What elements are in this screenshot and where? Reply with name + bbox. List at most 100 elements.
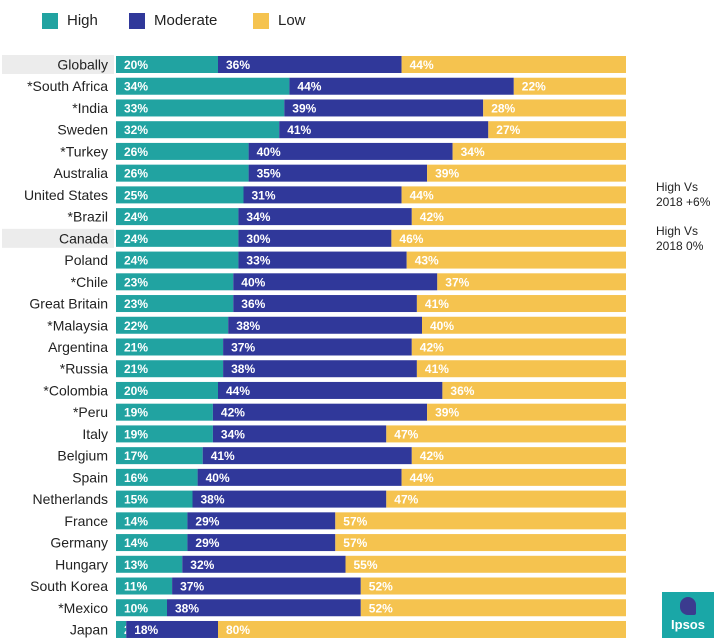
- data-label-moderate-netherlands: 38%: [201, 493, 225, 507]
- data-label-moderate-south-korea: 37%: [180, 580, 204, 594]
- category-label-malaysia: *Malaysia: [47, 317, 108, 333]
- data-label-high-france: 14%: [124, 514, 148, 528]
- bar-low-russia: [416, 360, 626, 378]
- bar-high-india: [116, 99, 285, 117]
- bar-high-france: [116, 512, 188, 530]
- bar-high-netherlands: [116, 490, 193, 508]
- data-label-low-netherlands: 47%: [394, 493, 418, 507]
- bar-high-malaysia: [116, 316, 229, 334]
- data-label-moderate-colombia: 44%: [226, 384, 250, 398]
- bar-moderate-mexico: [167, 599, 361, 617]
- category-label-russia: *Russia: [60, 361, 108, 377]
- bar-moderate-peru: [212, 403, 428, 421]
- bar-high-south-africa: [116, 77, 290, 95]
- data-label-low-turkey: 34%: [461, 145, 485, 159]
- data-label-low-globally: 44%: [410, 58, 434, 72]
- data-label-low-sweden: 27%: [496, 123, 520, 137]
- data-label-high-colombia: 20%: [124, 384, 148, 398]
- legend-label-moderate: Moderate: [154, 12, 218, 29]
- data-label-high-australia: 26%: [124, 167, 148, 181]
- data-label-low-japan: 80%: [226, 623, 250, 637]
- bar-moderate-south-africa: [289, 77, 514, 95]
- bar-low-poland: [406, 251, 626, 269]
- bar-low-chile: [437, 273, 626, 291]
- data-label-high-sweden: 32%: [124, 123, 148, 137]
- bar-low-spain: [401, 468, 626, 486]
- data-label-low-russia: 41%: [425, 362, 449, 376]
- bar-moderate-russia: [223, 360, 417, 378]
- bar-high-mexico: [116, 599, 167, 617]
- bar-high-japan: [116, 620, 127, 638]
- bar-low-malaysia: [422, 316, 626, 334]
- category-label-peru: *Peru: [73, 404, 108, 420]
- data-label-high-peru: 19%: [124, 406, 148, 420]
- category-label-poland: Poland: [64, 252, 108, 268]
- category-label-italy: Italy: [82, 426, 108, 442]
- bar-moderate-poland: [238, 251, 407, 269]
- data-label-low-france: 57%: [343, 514, 367, 528]
- bar-moderate-spain: [197, 468, 402, 486]
- data-label-moderate-mexico: 38%: [175, 601, 199, 615]
- legend-label-high: High: [67, 12, 98, 29]
- bar-moderate-france: [187, 512, 336, 530]
- legend-item-high: High: [42, 12, 98, 29]
- category-label-japan: Japan: [70, 621, 108, 637]
- bar-moderate-netherlands: [192, 490, 387, 508]
- bar-low-mexico: [360, 599, 626, 617]
- category-label-brazil: *Brazil: [68, 209, 108, 225]
- data-label-moderate-south-africa: 44%: [297, 80, 321, 94]
- bar-moderate-chile: [233, 273, 438, 291]
- data-label-moderate-argentina: 37%: [231, 340, 255, 354]
- bar-high-south-korea: [116, 577, 173, 595]
- legend-item-moderate: Moderate: [129, 12, 217, 29]
- bar-high-spain: [116, 468, 198, 486]
- category-label-colombia: *Colombia: [43, 382, 108, 398]
- bar-moderate-sweden: [279, 121, 489, 139]
- bar-moderate-italy: [212, 425, 387, 443]
- bar-low-india: [483, 99, 626, 117]
- bar-low-italy: [386, 425, 626, 443]
- data-label-low-australia: 39%: [435, 167, 459, 181]
- bar-high-hungary: [116, 555, 183, 573]
- data-label-low-malaysia: 40%: [430, 319, 454, 333]
- data-label-high-hungary: 13%: [124, 558, 148, 572]
- data-label-moderate-germany: 29%: [195, 536, 219, 550]
- data-label-low-belgium: 42%: [420, 449, 444, 463]
- data-label-high-argentina: 21%: [124, 340, 148, 354]
- data-label-high-brazil: 24%: [124, 210, 148, 224]
- data-label-high-netherlands: 15%: [124, 493, 148, 507]
- category-label-globally: Globally: [57, 57, 108, 73]
- bar-moderate-hungary: [182, 555, 346, 573]
- data-label-moderate-australia: 35%: [257, 167, 281, 181]
- bar-high-brazil: [116, 208, 239, 226]
- data-label-low-united-states: 44%: [410, 188, 434, 202]
- data-label-high-poland: 24%: [124, 254, 148, 268]
- data-label-high-malaysia: 22%: [124, 319, 148, 333]
- bar-moderate-canada: [238, 229, 392, 247]
- data-label-low-canada: 46%: [399, 232, 423, 246]
- data-label-moderate-turkey: 40%: [257, 145, 281, 159]
- legend-swatch-low: [253, 12, 269, 29]
- data-label-moderate-japan: 18%: [134, 623, 158, 637]
- category-label-germany: Germany: [50, 535, 108, 551]
- data-label-moderate-hungary: 32%: [190, 558, 214, 572]
- bar-low-hungary: [345, 555, 626, 573]
- bar-moderate-brazil: [238, 208, 412, 226]
- bar-high-colombia: [116, 381, 218, 399]
- note-south-africa-line2: 2018 +6%: [656, 195, 711, 209]
- data-label-high-globally: 20%: [124, 58, 148, 72]
- data-label-moderate-italy: 34%: [221, 427, 245, 441]
- data-label-moderate-spain: 40%: [206, 471, 230, 485]
- bar-low-canada: [391, 229, 626, 247]
- bar-low-argentina: [411, 338, 626, 356]
- ipsos-logo-mark-icon: [680, 597, 696, 615]
- data-label-moderate-brazil: 34%: [246, 210, 270, 224]
- bar-moderate-argentina: [223, 338, 412, 356]
- bar-moderate-malaysia: [228, 316, 422, 334]
- bar-high-united-states: [116, 186, 244, 204]
- data-label-moderate-united-states: 31%: [252, 188, 276, 202]
- data-label-high-spain: 16%: [124, 471, 148, 485]
- bar-high-argentina: [116, 338, 224, 356]
- bar-high-turkey: [116, 142, 249, 160]
